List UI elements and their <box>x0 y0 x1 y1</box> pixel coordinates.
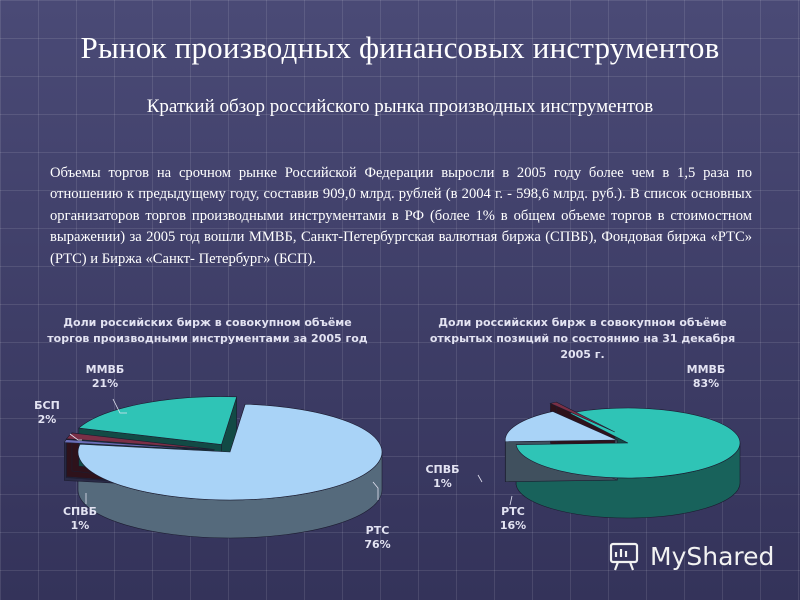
slice-name: РТС <box>365 524 390 537</box>
chart-title: Доли российских бирж в совокупном объёме… <box>415 315 750 363</box>
chart-title-line: Доли российских бирж в совокупном объёме <box>438 316 727 329</box>
leader-line <box>69 433 82 441</box>
body-paragraph: Объемы торгов на срочном рынке Российско… <box>50 165 752 267</box>
leader-line <box>112 398 127 414</box>
slice-name: ММВБ <box>686 363 726 376</box>
slice-label-spvb: СПВБ 1% <box>45 505 115 533</box>
pie-slice-mmvb <box>515 407 741 479</box>
slice-value: 16% <box>499 519 527 532</box>
slice-name: БСП <box>34 399 60 412</box>
open-positions-pie-chart: Доли российских бирж в совокупном объёме… <box>400 300 800 600</box>
slice-value: 2% <box>37 413 57 426</box>
pie-slice-spvb <box>63 439 215 451</box>
chart-title: Доли российских бирж в совокупном объёме… <box>30 315 385 347</box>
leader-line <box>477 474 483 483</box>
leader-line <box>372 481 379 500</box>
chart-title-line: торгов производными инструментами за 200… <box>47 332 368 345</box>
chart-title-line: Доли российских бирж в совокупном объёме <box>63 316 352 329</box>
slide-subtitle: Краткий обзор российского рынка производ… <box>146 96 654 117</box>
pie-slice-spvb <box>549 401 615 433</box>
pie-svg <box>63 396 383 539</box>
watermark: MyShared <box>608 538 788 574</box>
slice-value: 76% <box>364 538 391 551</box>
slice-value: 21% <box>91 377 119 390</box>
slice-label-bsp: БСП 2% <box>22 399 72 427</box>
pie-slice-bsp <box>65 432 215 450</box>
watermark-text: MyShared <box>650 541 775 571</box>
slice-name: СПВБ <box>425 463 460 476</box>
slice-label-mmvb: ММВБ 83% <box>676 363 736 391</box>
pie-slice-mmvb <box>78 396 238 445</box>
slice-label-rts: РТС 16% <box>488 505 538 533</box>
slice-label-rts: РТС 76% <box>350 524 405 552</box>
slice-label-spvb: СПВБ 1% <box>415 463 470 491</box>
slice-value: 83% <box>692 377 720 390</box>
slice-value: 1% <box>70 519 90 532</box>
slide-title: Рынок производных финансовых инструменто… <box>80 30 720 65</box>
chart-title-line: 2005 г. <box>560 348 605 361</box>
leader-line <box>509 495 513 506</box>
slice-name: РТС <box>501 505 525 518</box>
slice-value: 1% <box>433 477 452 490</box>
slice-label-mmvb: ММВБ 21% <box>70 363 140 391</box>
slice-name: ММВБ <box>85 363 125 376</box>
pie-slice-rts <box>504 411 618 443</box>
slice-name: СПВБ <box>62 505 98 518</box>
pie-svg <box>477 401 741 519</box>
presentation-board-icon <box>609 542 639 571</box>
pie-slice-rts <box>77 403 383 501</box>
trading-volume-pie-chart: Доли российских бирж в совокупном объёме… <box>0 300 400 600</box>
chart-title-line: открытых позиций по состоянию на 31 дека… <box>429 332 736 345</box>
